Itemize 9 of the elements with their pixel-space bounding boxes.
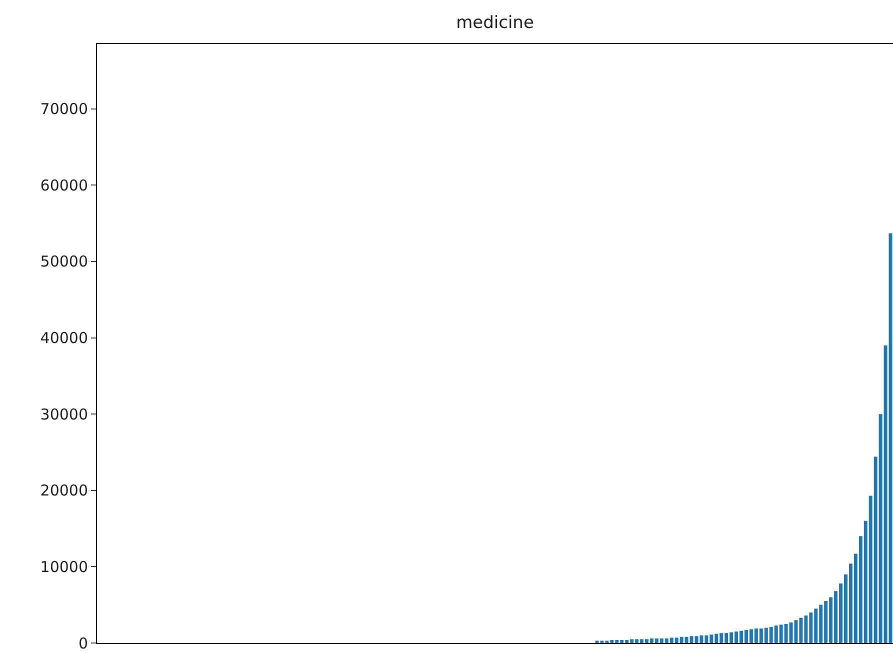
chart-title: medicine [456, 12, 534, 33]
y-tick-label: 60000 [40, 176, 88, 194]
y-tick-label: 20000 [40, 482, 88, 500]
y-tick-label: 0 [78, 634, 88, 652]
y-tick-label: 40000 [40, 329, 88, 348]
y-tick-label: 70000 [40, 100, 88, 118]
y-tick-label: 10000 [40, 558, 88, 576]
y-tick-label: 30000 [40, 405, 88, 424]
y-tick-label: 50000 [40, 252, 88, 271]
